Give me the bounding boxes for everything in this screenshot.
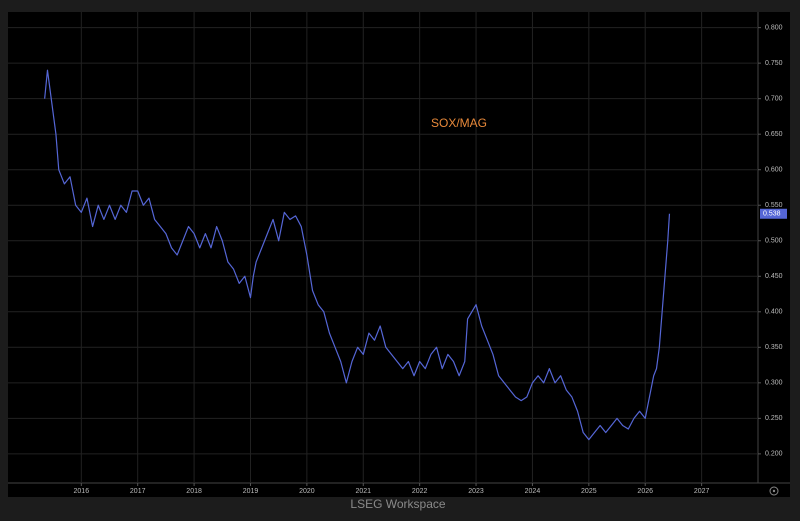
y-tick-label: 0.800 xyxy=(765,24,783,31)
y-tick-label: 0.200 xyxy=(765,451,783,458)
x-tick-label: 2021 xyxy=(355,488,371,495)
y-tick-label: 0.650 xyxy=(765,131,783,138)
y-tick-label: 0.700 xyxy=(765,96,783,103)
settings-icon[interactable] xyxy=(769,486,779,496)
x-tick-label: 2026 xyxy=(637,488,653,495)
footer: LSEG Workspace xyxy=(350,497,445,511)
x-tick-label: 2016 xyxy=(74,488,90,495)
y-tick-label: 0.550 xyxy=(765,202,783,209)
x-tick-label: 2023 xyxy=(468,488,484,495)
y-tick-label: 0.750 xyxy=(765,60,783,67)
current-value-box xyxy=(760,208,787,219)
settings-icon-dot xyxy=(772,489,776,493)
y-tick-label: 0.250 xyxy=(765,415,783,422)
x-tick-label: 2017 xyxy=(130,488,146,495)
chart-title: SOX/MAG xyxy=(431,116,487,130)
x-tick-label: 2020 xyxy=(299,488,315,495)
x-tick-label: 2022 xyxy=(412,488,428,495)
x-tick-label: 2018 xyxy=(186,488,202,495)
y-tick-label: 0.350 xyxy=(765,344,783,351)
y-tick-label: 0.400 xyxy=(765,309,783,316)
x-tick-label: 2027 xyxy=(694,488,710,495)
y-tick-label: 0.300 xyxy=(765,380,783,387)
y-tick-label: 0.600 xyxy=(765,167,783,174)
data-line xyxy=(44,69,671,441)
y-tick-label: 0.450 xyxy=(765,273,783,280)
current-value-label: 0.538 xyxy=(763,211,781,218)
x-tick-label: 2024 xyxy=(525,488,541,495)
x-tick-label: 2025 xyxy=(581,488,597,495)
x-tick-label: 2019 xyxy=(243,488,259,495)
chart-panel xyxy=(8,12,790,497)
y-tick-label: 0.500 xyxy=(765,238,783,245)
